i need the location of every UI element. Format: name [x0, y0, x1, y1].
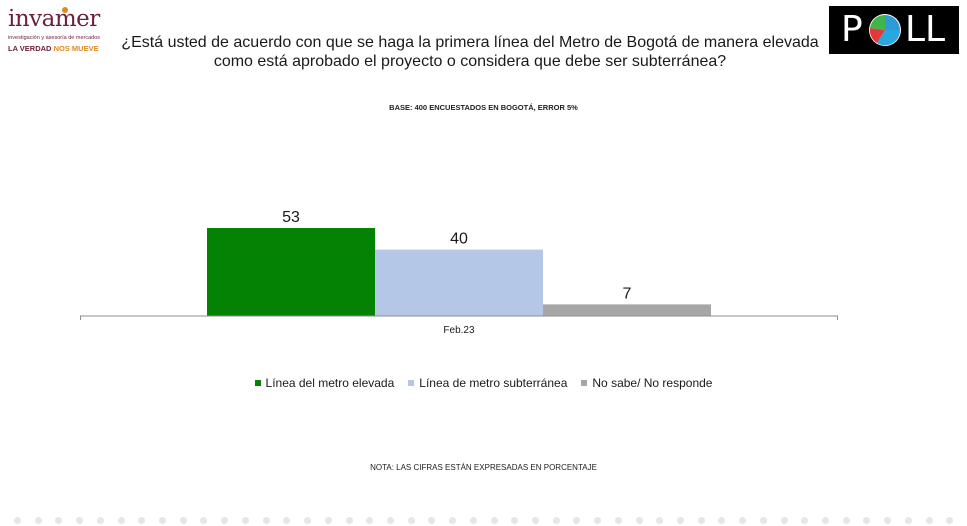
dot-icon — [925, 517, 933, 524]
dot-icon — [780, 517, 788, 524]
bar-value-label-3: 7 — [623, 285, 632, 302]
dot-icon — [573, 517, 581, 524]
dot-icon — [55, 517, 63, 524]
dot-icon — [822, 517, 830, 524]
survey-question: ¿Está usted de acuerdo con que se haga l… — [121, 34, 819, 70]
logo-dot-icon — [62, 7, 68, 13]
dot-icon — [884, 517, 892, 524]
decorative-dots — [14, 517, 954, 525]
dot-icon — [34, 517, 42, 524]
bar-value-label-1: 53 — [282, 209, 300, 226]
dot-icon — [366, 517, 374, 524]
invamer-logo: invamer investigación y asesoría de merc… — [8, 6, 108, 53]
legend-swatch-1 — [254, 380, 261, 386]
dot-icon — [386, 517, 394, 524]
chart-legend: Línea del metro elevada Línea de metro su… — [0, 376, 967, 390]
bar-2 — [375, 249, 543, 316]
legend-label-1: Línea del metro elevada — [265, 376, 395, 390]
legend-item-3: No sabe/ No responde — [581, 376, 712, 390]
logo-name: invamer — [8, 6, 100, 32]
logo-tagline-part2: NOS MUEVE — [53, 44, 99, 53]
dot-icon — [76, 517, 84, 524]
dot-icon — [904, 517, 912, 524]
dot-icon — [241, 517, 249, 524]
dot-icon — [552, 517, 560, 524]
category-labels: Feb.23 — [443, 325, 475, 336]
dot-icon — [718, 517, 726, 524]
dot-icon — [863, 517, 871, 524]
logo-subtitle: investigación y asesoría de mercados — [8, 35, 101, 41]
dot-icon — [801, 517, 809, 524]
dot-icon — [594, 517, 602, 524]
survey-base: BASE: 400 ENCUESTADOS EN BOGOTÁ, ERROR 5… — [389, 103, 578, 112]
logo-tagline-part1: LA VERDAD — [8, 44, 52, 53]
bar-value-label-2: 40 — [450, 231, 468, 248]
bar-chart: 53 40 7 Feb.23 — [80, 209, 838, 336]
legend-item-1: Línea del metro elevada — [254, 376, 395, 390]
dot-icon — [96, 517, 104, 524]
legend-item-2: Línea de metro subterránea — [408, 376, 567, 390]
poll-logo-p: P — [841, 9, 863, 50]
legend-label-2: Línea de metro subterránea — [419, 376, 568, 390]
dot-icon — [14, 517, 21, 524]
dot-icon — [407, 517, 415, 524]
bar-3 — [543, 304, 711, 316]
dot-icon — [345, 517, 353, 524]
dot-icon — [759, 517, 767, 524]
dot-icon — [221, 517, 229, 524]
dot-icon — [635, 517, 643, 524]
dot-icon — [428, 517, 436, 524]
dot-icon — [842, 517, 850, 524]
category-label-1: Feb.23 — [443, 325, 475, 336]
dot-icon — [511, 517, 519, 524]
dot-icon — [531, 517, 539, 524]
pie-chart-icon — [869, 14, 901, 46]
dot-icon — [159, 517, 167, 524]
poll-logo-ll: LL — [905, 9, 946, 50]
legend-swatch-2 — [408, 380, 415, 386]
dot-icon — [117, 517, 125, 524]
dot-icon — [490, 517, 498, 524]
legend-label-3: No sabe/ No responde — [592, 376, 713, 390]
dot-icon — [200, 517, 208, 524]
dot-icon — [656, 517, 664, 524]
dot-icon — [449, 517, 457, 524]
dot-icon — [138, 517, 146, 524]
dot-icon — [324, 517, 332, 524]
bar-1 — [207, 228, 375, 316]
poll-logo: P LL — [829, 6, 959, 54]
dot-icon — [614, 517, 622, 524]
dot-icon — [739, 517, 747, 524]
logo-tagline: LA VERDAD NOS MUEVE — [8, 44, 99, 53]
footnote: NOTA: LAS CIFRAS ESTÁN EXPRESADAS EN POR… — [370, 463, 597, 472]
dot-icon — [262, 517, 270, 524]
dot-icon — [304, 517, 312, 524]
dot-icon — [283, 517, 291, 524]
bars-group: 53 40 7 — [207, 209, 711, 316]
legend-swatch-3 — [581, 380, 588, 386]
dot-icon — [179, 517, 187, 524]
dot-icon — [697, 517, 705, 524]
dot-icon — [946, 517, 954, 524]
dot-icon — [677, 517, 684, 524]
dot-icon — [469, 517, 477, 524]
